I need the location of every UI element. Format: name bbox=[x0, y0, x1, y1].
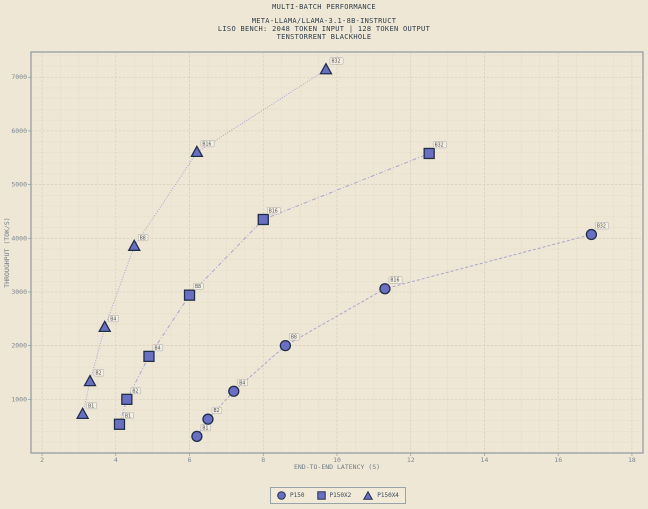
x-tick-label: 12 bbox=[407, 456, 415, 464]
point-label: B4 bbox=[239, 380, 245, 386]
data-point-square[interactable] bbox=[257, 213, 269, 226]
point-label: B32 bbox=[597, 224, 606, 230]
data-point-square[interactable] bbox=[143, 350, 155, 363]
data-point-triangle[interactable] bbox=[76, 407, 90, 419]
x-tick-label: 6 bbox=[188, 456, 192, 464]
point-label-box bbox=[289, 333, 300, 341]
point-label-box bbox=[267, 207, 281, 215]
data-point-circle[interactable] bbox=[585, 228, 598, 241]
y-tick-label: 7000 bbox=[11, 73, 27, 81]
y-axis-label: THROUGHPUT (TOK/S) bbox=[3, 217, 11, 287]
point-label: B4 bbox=[154, 345, 160, 351]
point-label: B1 bbox=[88, 403, 94, 409]
point-label-box bbox=[93, 369, 105, 377]
data-point-triangle[interactable] bbox=[190, 145, 204, 158]
point-label: B2 bbox=[213, 408, 219, 414]
legend-label: P150X2 bbox=[329, 492, 352, 499]
data-point-circle[interactable] bbox=[191, 430, 203, 443]
data-point-triangle[interactable] bbox=[127, 238, 141, 251]
y-tick-label: 6000 bbox=[11, 127, 27, 135]
point-label-box bbox=[130, 387, 141, 395]
point-label-box bbox=[432, 141, 447, 149]
point-label: B4 bbox=[110, 316, 116, 322]
y-tick-label: 4000 bbox=[11, 234, 27, 242]
x-tick-label: 4 bbox=[114, 456, 118, 464]
point-label: B8 bbox=[195, 284, 201, 290]
point-label: B16 bbox=[202, 141, 211, 147]
point-label: B2 bbox=[132, 388, 138, 394]
series-line bbox=[82, 69, 327, 415]
point-label-box bbox=[329, 57, 344, 65]
series-p150: B1 B2 B4 B8 B16 B32 bbox=[191, 222, 609, 443]
point-label-box bbox=[388, 276, 403, 284]
legend-label: P150X4 bbox=[377, 492, 399, 499]
point-label-box bbox=[200, 140, 215, 148]
data-point-square[interactable] bbox=[423, 147, 435, 160]
point-label: B32 bbox=[331, 59, 340, 65]
y-tick-label: 2000 bbox=[11, 342, 27, 350]
data-point-triangle[interactable] bbox=[319, 62, 333, 75]
series-p150x2: B1 B2 B4 B8 B16 B32 bbox=[113, 141, 447, 430]
legend: P150 P150X2 P150X4 bbox=[270, 487, 406, 504]
plot-frame bbox=[30, 51, 644, 454]
data-point-triangle[interactable] bbox=[98, 320, 112, 333]
chart-title: MULTI-BATCH PERFORMANCE bbox=[272, 3, 376, 11]
data-point-circle[interactable] bbox=[202, 413, 214, 425]
point-label-box bbox=[137, 234, 149, 242]
point-label: B8 bbox=[140, 235, 146, 241]
chart-subtitle-hardware: TENSTORRENT BLACKHOLE bbox=[276, 33, 372, 41]
x-axis-label: END-TO-END LATENCY (S) bbox=[294, 463, 380, 471]
y-tick-label: 1000 bbox=[11, 395, 27, 403]
legend-label: P150 bbox=[290, 492, 305, 499]
data-point-circle[interactable] bbox=[279, 339, 292, 352]
y-tick-label: 3000 bbox=[11, 288, 27, 296]
point-label-box bbox=[193, 282, 204, 290]
x-tick-label: 18 bbox=[628, 456, 636, 464]
data-point-triangle[interactable] bbox=[83, 374, 97, 387]
data-point-square[interactable] bbox=[121, 393, 133, 405]
point-label-box bbox=[237, 379, 248, 387]
point-label: B1 bbox=[125, 413, 131, 419]
point-label-box bbox=[152, 344, 164, 352]
point-label: B16 bbox=[269, 208, 278, 214]
data-point-square[interactable] bbox=[113, 418, 126, 430]
legend-item-p150x4: P150X4 bbox=[363, 491, 399, 500]
point-label: B2 bbox=[95, 371, 101, 377]
point-label-box bbox=[211, 406, 223, 414]
data-point-circle[interactable] bbox=[228, 385, 240, 397]
data-point-square[interactable] bbox=[183, 289, 196, 301]
point-label: B16 bbox=[390, 278, 399, 284]
chart-subtitle-model: META-LLAMA/LLAMA-3.1-8B-INSTRUCT bbox=[251, 17, 397, 25]
x-tick-label: 16 bbox=[554, 456, 562, 464]
point-label-box bbox=[123, 412, 134, 420]
y-tick-label: 5000 bbox=[11, 181, 27, 189]
point-label-box bbox=[108, 315, 119, 323]
point-label-box bbox=[86, 402, 97, 410]
point-label: B8 bbox=[291, 335, 297, 341]
x-tick-label: 10 bbox=[333, 456, 341, 464]
point-label-box bbox=[595, 222, 609, 230]
x-tick-label: 14 bbox=[481, 456, 489, 464]
x-tick-label: 2 bbox=[40, 456, 44, 464]
legend-item-p150x2: P150X2 bbox=[316, 491, 352, 500]
data-point-circle[interactable] bbox=[379, 283, 391, 295]
series-p150x4: B1 B2 B4 B8 B16 B32 bbox=[76, 57, 344, 419]
chart-subtitle-bench: LISO BENCH: 2048 TOKEN INPUT | 128 TOKEN… bbox=[217, 25, 431, 33]
legend-item-p150: P150 bbox=[277, 491, 304, 500]
x-tick-label: 8 bbox=[261, 456, 265, 464]
point-label: B32 bbox=[435, 142, 444, 148]
point-label: B1 bbox=[202, 425, 208, 431]
